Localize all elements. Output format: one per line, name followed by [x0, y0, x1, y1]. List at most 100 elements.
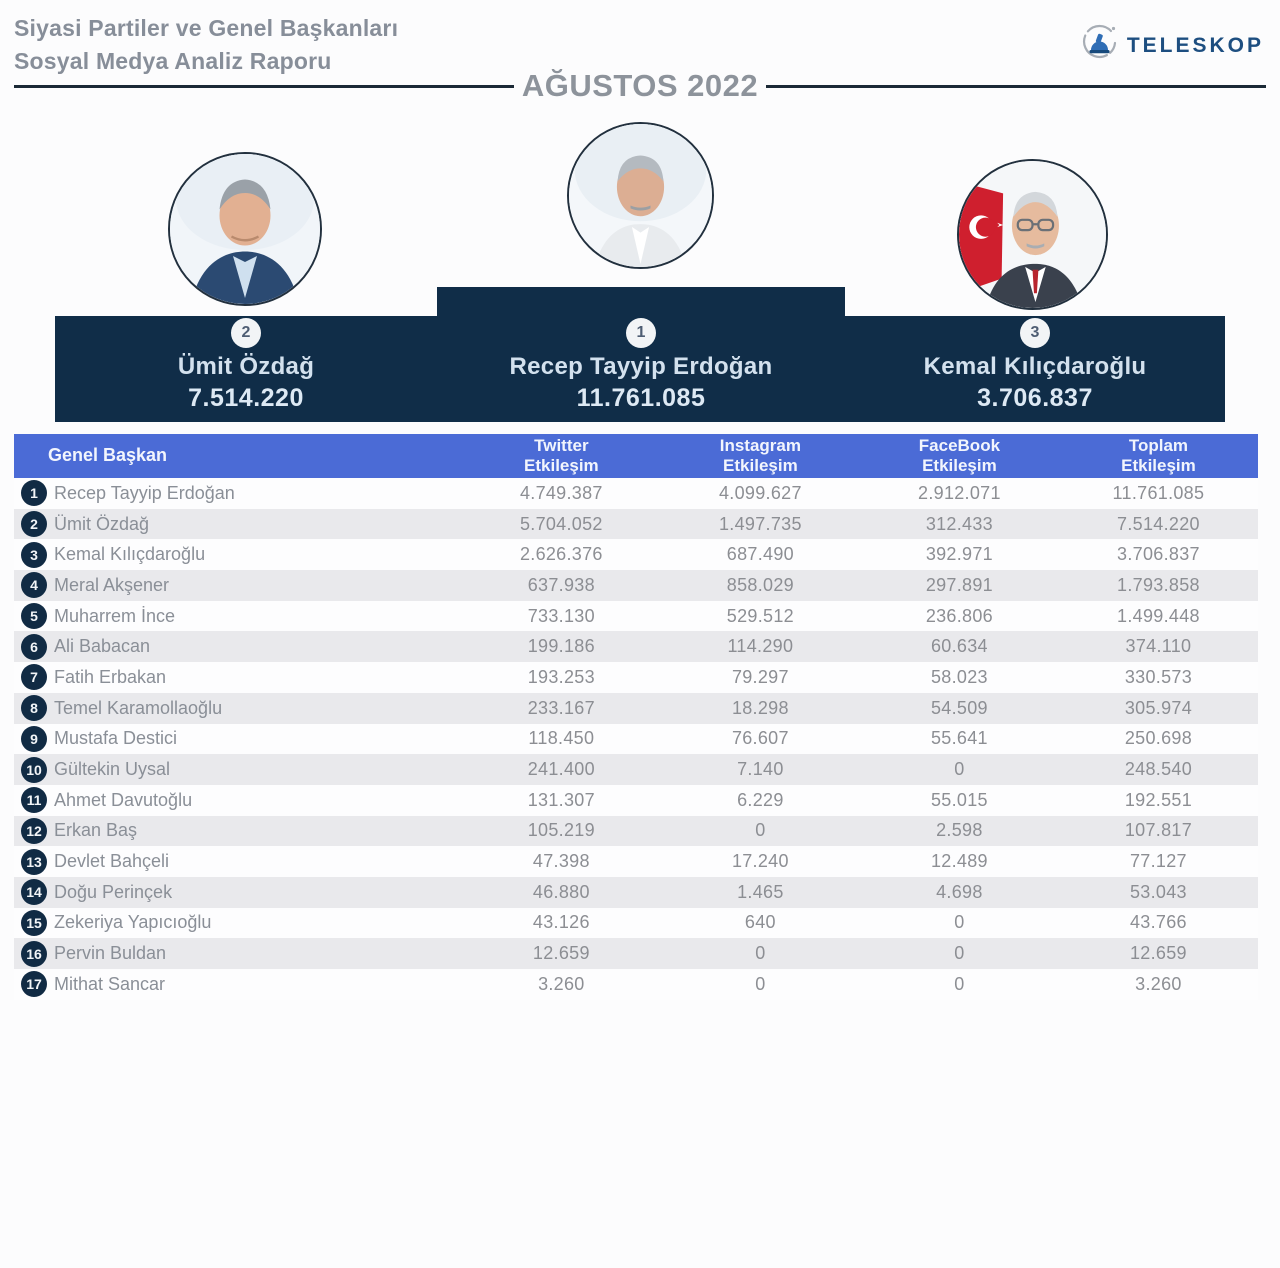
podium-second-place: 2 Ümit Özdağ 7.514.220 — [55, 316, 437, 422]
leader-cell: 6 Ali Babacan — [14, 633, 462, 660]
row-rank-badge: 4 — [21, 572, 47, 599]
row-metric-value: 241.400 — [527, 759, 595, 780]
row-metric-value: 58.023 — [930, 666, 988, 687]
row-rank-badge: 7 — [21, 664, 47, 691]
row-metric-value: 2.626.376 — [519, 544, 603, 565]
row-leader-name: Meral Akşener — [54, 574, 170, 595]
row-metric-value: 107.817 — [1124, 820, 1193, 841]
table-row: 11 Ahmet Davutoğlu 131.307 6.229 55.015 … — [14, 784, 1258, 816]
row-metric-value: 236.806 — [925, 605, 993, 626]
row-rank-badge: 16 — [21, 940, 47, 967]
leader-cell: 5 Muharrem İnce — [14, 603, 462, 630]
row-leader-name: Temel Karamollaoğlu — [54, 697, 223, 718]
row-rank-badge: 9 — [21, 725, 47, 752]
row-leader-name: Doğu Perinçek — [54, 881, 173, 902]
row-rank-badge: 12 — [21, 817, 47, 844]
row-leader-name: Ümit Özdağ — [54, 513, 150, 534]
row-leader-name: Fatih Erbakan — [54, 666, 167, 687]
row-rank-badge: 1 — [21, 480, 47, 507]
table-row: 13 Devlet Bahçeli 47.398 17.240 12.489 7… — [14, 846, 1258, 877]
row-metric-value: 131.307 — [527, 789, 595, 810]
leader-cell: 2 Ümit Özdağ — [14, 511, 462, 538]
row-rank-badge: 17 — [21, 971, 47, 998]
table-header: Genel Başkan Twitter Etkileşim Instagram… — [14, 434, 1258, 478]
row-metric-value: 1.497.735 — [718, 513, 802, 534]
divider-line-left — [14, 84, 514, 88]
row-metric-value: 192.551 — [1124, 789, 1193, 810]
table-row: 14 Doğu Perinçek 46.880 1.465 4.698 53.0… — [14, 876, 1258, 908]
row-metric-value: 6.229 — [737, 789, 784, 810]
column-header-line: Etkileşim — [922, 456, 997, 475]
brand-logo: TELESKOP — [1080, 22, 1264, 69]
table-row: 2 Ümit Özdağ 5.704.052 1.497.735 312.433… — [14, 508, 1258, 540]
brand-name: TELESKOP — [1126, 33, 1264, 57]
row-metric-value: 858.029 — [726, 574, 794, 595]
column-header-line: Toplam — [1128, 435, 1189, 455]
page-title: Siyasi Partiler ve Genel Başkanları Sosy… — [14, 12, 398, 77]
avatar-kemal-kilicdaroglu — [957, 159, 1108, 310]
row-leader-name: Pervin Buldan — [54, 943, 167, 964]
column-header-total: Toplam Etkileşim — [1059, 436, 1258, 476]
row-metric-value: 374.110 — [1125, 636, 1192, 657]
row-metric-value: 0 — [954, 759, 965, 780]
column-header-leader: Genel Başkan — [48, 445, 168, 466]
row-metric-value: 0 — [954, 912, 965, 933]
row-leader-name: Recep Tayyip Erdoğan — [54, 482, 235, 503]
row-metric-value: 46.880 — [532, 881, 590, 902]
leader-cell: 9 Mustafa Destici — [14, 725, 462, 752]
row-metric-value: 18.298 — [731, 697, 789, 718]
divider-line-right — [766, 84, 1266, 88]
row-leader-name: Ali Babacan — [54, 636, 151, 657]
period-divider: AĞUSTOS 2022 — [14, 68, 1266, 104]
row-metric-value: 4.099.627 — [718, 482, 802, 503]
row-leader-name: Mustafa Destici — [54, 728, 178, 749]
row-leader-name: Devlet Bahçeli — [54, 851, 170, 872]
column-header-line: Etkileşim — [524, 456, 599, 475]
column-header-line: Twitter — [534, 435, 589, 455]
row-metric-value: 3.260 — [538, 973, 585, 994]
row-metric-value: 43.126 — [532, 912, 590, 933]
row-metric-value: 529.512 — [726, 605, 794, 626]
row-metric-value: 7.514.220 — [1117, 513, 1200, 534]
row-metric-value: 53.043 — [1130, 881, 1187, 902]
table-row: 9 Mustafa Destici 118.450 76.607 55.641 … — [14, 723, 1258, 755]
podium-third-name: Kemal Kılıçdaroğlu — [923, 353, 1147, 380]
row-leader-name: Muharrem İnce — [54, 605, 176, 626]
table-row: 8 Temel Karamollaoğlu 233.167 18.298 54.… — [14, 692, 1258, 724]
row-metric-value: 312.433 — [925, 513, 993, 534]
row-rank-badge: 13 — [21, 848, 47, 875]
rank-badge-1: 1 — [626, 318, 656, 348]
row-metric-value: 43.766 — [1130, 912, 1187, 933]
row-metric-value: 11.761.085 — [1112, 482, 1205, 503]
row-metric-value: 55.641 — [930, 728, 988, 749]
podium-first-place: 1 Recep Tayyip Erdoğan 11.761.085 — [437, 287, 845, 422]
row-rank-badge: 8 — [21, 695, 47, 722]
row-metric-value: 4.698 — [936, 881, 983, 902]
row-leader-name: Kemal Kılıçdaroğlu — [54, 544, 206, 565]
row-leader-name: Erkan Baş — [54, 820, 138, 841]
row-metric-value: 77.127 — [1130, 851, 1187, 872]
row-metric-value: 2.912.071 — [918, 482, 1001, 503]
row-metric-value: 7.140 — [737, 759, 784, 780]
row-metric-value: 3.706.837 — [1117, 544, 1200, 565]
row-metric-value: 330.573 — [1124, 666, 1193, 687]
row-metric-value: 79.297 — [731, 666, 789, 687]
leader-cell: 3 Kemal Kılıçdaroğlu — [14, 541, 462, 568]
leader-cell: 8 Temel Karamollaoğlu — [14, 695, 462, 722]
podium-third-total: 3.706.837 — [977, 384, 1093, 412]
leader-cell: 15 Zekeriya Yapıcıoğlu — [14, 909, 462, 936]
row-metric-value: 47.398 — [532, 851, 590, 872]
table-row: 5 Muharrem İnce 733.130 529.512 236.806 … — [14, 600, 1258, 632]
row-metric-value: 12.659 — [1130, 943, 1187, 964]
row-metric-value: 2.598 — [936, 820, 983, 841]
leader-cell: 16 Pervin Buldan — [14, 940, 462, 967]
row-leader-name: Ahmet Davutoğlu — [54, 789, 193, 810]
row-metric-value: 0 — [755, 820, 766, 841]
row-metric-value: 297.891 — [925, 574, 993, 595]
period-label: AĞUSTOS 2022 — [521, 68, 759, 103]
row-metric-value: 640 — [744, 912, 776, 933]
avatar-recep-tayyip-erdogan — [567, 122, 714, 269]
table-row: 15 Zekeriya Yapıcıoğlu 43.126 640 0 43.7… — [14, 907, 1258, 939]
row-metric-value: 193.253 — [527, 666, 595, 687]
column-header-facebook: FaceBook Etkileşim — [860, 436, 1059, 476]
